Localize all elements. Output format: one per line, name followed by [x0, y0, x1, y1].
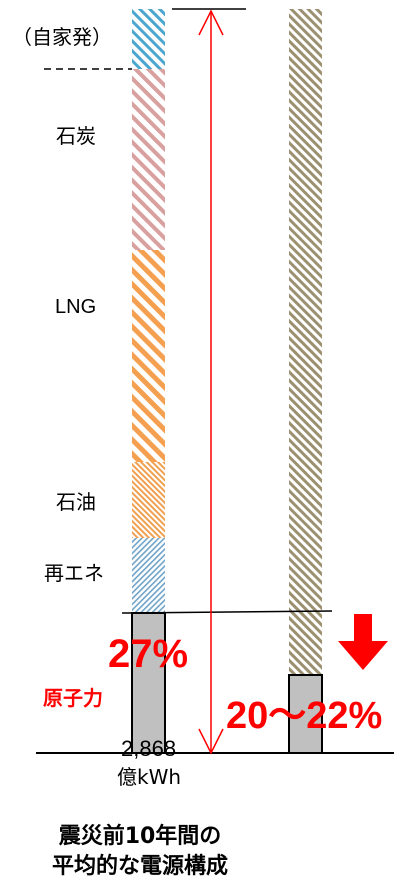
label-jikahatsu: （自家発）: [12, 25, 112, 49]
segment-oil: [132, 462, 165, 538]
total-value: 2,868: [121, 736, 177, 761]
second-bar-top: [289, 9, 322, 675]
label-renewable: 再エネ: [44, 561, 104, 585]
total-height-arrow: [198, 9, 224, 755]
label-nuclear: 原子力: [43, 686, 103, 710]
segment-nuclear: [131, 612, 166, 754]
total-unit: 億kWh: [117, 765, 182, 789]
decrease-arrow-icon: [338, 614, 388, 670]
segment-coal: [132, 69, 165, 250]
nuclear-divider-line: [121, 610, 333, 614]
segment-jikahatsu: [132, 9, 165, 69]
label-lng: LNG: [55, 296, 97, 318]
second-bar-nuclear: [288, 674, 323, 754]
nuclear-percent-future: 20～22%: [226, 695, 383, 737]
chart-caption-line1: 震災前10年間の: [58, 824, 222, 849]
chart-caption-line2: 平均的な電源構成: [51, 854, 228, 879]
segment-lng: [132, 250, 165, 462]
nuclear-percent-before: 27%: [108, 632, 189, 676]
label-oil: 石油: [56, 490, 96, 514]
label-coal: 石炭: [56, 124, 96, 148]
segment-renewable: [132, 538, 165, 613]
